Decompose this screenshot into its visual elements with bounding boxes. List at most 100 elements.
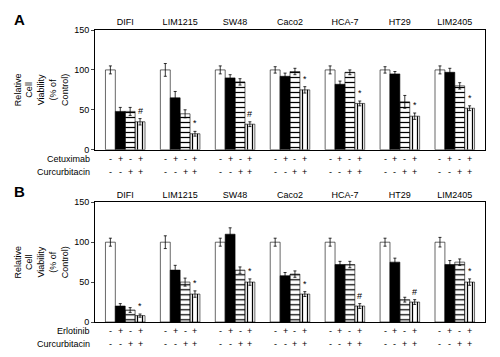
svg-text:50: 50 [79, 105, 89, 115]
svg-text:-: - [438, 326, 441, 336]
svg-text:+: + [337, 326, 342, 336]
svg-text:+: + [238, 167, 243, 177]
svg-text:-: - [239, 154, 242, 164]
svg-text:-: - [293, 154, 296, 164]
svg-text:-: - [458, 154, 461, 164]
svg-text:+: + [357, 339, 362, 349]
svg-text:*: * [138, 301, 142, 311]
svg-text:-: - [274, 339, 277, 349]
svg-text:+: + [247, 167, 252, 177]
svg-text:100: 100 [74, 65, 89, 75]
svg-text:-: - [448, 339, 451, 349]
svg-text:LIM1215: LIM1215 [163, 190, 198, 200]
svg-text:+: + [357, 326, 362, 336]
svg-text:-: - [219, 339, 222, 349]
svg-text:+: + [192, 326, 197, 336]
svg-text:-: - [284, 167, 287, 177]
svg-text:+: + [457, 167, 462, 177]
svg-text:*: * [413, 100, 417, 110]
svg-text:+: + [128, 167, 133, 177]
svg-text:*: * [248, 266, 252, 276]
svg-text:+: + [467, 339, 472, 349]
svg-text:-: - [164, 326, 167, 336]
svg-text:+: + [228, 154, 233, 164]
svg-text:-: - [119, 339, 122, 349]
svg-text:+: + [138, 326, 143, 336]
svg-text:-: - [348, 326, 351, 336]
svg-text:-: - [393, 339, 396, 349]
svg-text:LIM2405: LIM2405 [437, 190, 472, 200]
svg-text:-: - [219, 167, 222, 177]
svg-text:-: - [129, 326, 132, 336]
svg-text:Erlotinib: Erlotinib [57, 326, 90, 336]
svg-text:+: + [228, 326, 233, 336]
svg-text:Curcurbitacin: Curcurbitacin [37, 339, 90, 349]
svg-text:+: + [302, 154, 307, 164]
svg-text:+: + [447, 154, 452, 164]
svg-text:-: - [174, 167, 177, 177]
svg-text:+: + [183, 339, 188, 349]
svg-text:-: - [229, 167, 232, 177]
svg-text:+: + [173, 154, 178, 164]
svg-text:-: - [448, 167, 451, 177]
svg-text:-: - [329, 167, 332, 177]
svg-text:SW48: SW48 [223, 17, 248, 27]
svg-text:RelativeCellViability(% ofCont: RelativeCellViability(% ofControl) [13, 246, 70, 279]
svg-text:+: + [302, 339, 307, 349]
svg-text:-: - [438, 339, 441, 349]
svg-text:-: - [274, 167, 277, 177]
svg-text:+: + [412, 326, 417, 336]
svg-text:+: + [192, 167, 197, 177]
svg-text:-: - [239, 326, 242, 336]
svg-text:+: + [412, 339, 417, 349]
svg-text:+: + [173, 326, 178, 336]
svg-text:+: + [357, 167, 362, 177]
svg-text:-: - [393, 167, 396, 177]
svg-text:+: + [247, 154, 252, 164]
svg-text:HCA-7: HCA-7 [331, 190, 358, 200]
svg-text:+: + [392, 154, 397, 164]
svg-text:+: + [412, 167, 417, 177]
svg-text:-: - [438, 154, 441, 164]
svg-text:+: + [118, 326, 123, 336]
svg-text:-: - [274, 154, 277, 164]
svg-text:-: - [219, 154, 222, 164]
svg-text:+: + [337, 154, 342, 164]
svg-text:+: + [283, 154, 288, 164]
svg-text:-: - [384, 167, 387, 177]
svg-text:HT29: HT29 [389, 190, 411, 200]
svg-text:DIFI: DIFI [117, 190, 134, 200]
svg-text:*: * [193, 118, 197, 128]
svg-text:*: * [468, 266, 472, 276]
svg-text:LIM2405: LIM2405 [437, 17, 472, 27]
svg-text:-: - [219, 326, 222, 336]
svg-text:-: - [164, 154, 167, 164]
svg-text:-: - [164, 339, 167, 349]
svg-text:-: - [458, 326, 461, 336]
svg-text:Caco2: Caco2 [277, 190, 303, 200]
svg-text:+: + [118, 154, 123, 164]
svg-text:-: - [129, 154, 132, 164]
svg-text:Caco2: Caco2 [277, 17, 303, 27]
svg-text:SW48: SW48 [223, 190, 248, 200]
svg-text:DIFI: DIFI [117, 17, 134, 27]
svg-text:+: + [138, 167, 143, 177]
svg-text:-: - [184, 326, 187, 336]
svg-text:150: 150 [74, 25, 89, 35]
svg-text:-: - [174, 339, 177, 349]
svg-text:+: + [247, 339, 252, 349]
svg-text:#: # [247, 109, 252, 119]
svg-text:-: - [403, 326, 406, 336]
svg-text:+: + [347, 339, 352, 349]
svg-text:-: - [284, 339, 287, 349]
svg-text:-: - [109, 167, 112, 177]
svg-text:-: - [338, 167, 341, 177]
svg-text:+: + [128, 339, 133, 349]
svg-text:HT29: HT29 [389, 17, 411, 27]
svg-text:-: - [329, 326, 332, 336]
svg-text:*: * [468, 93, 472, 103]
svg-text:*: * [358, 88, 362, 98]
svg-text:+: + [402, 167, 407, 177]
svg-text:100: 100 [74, 237, 89, 247]
svg-text:0: 0 [84, 145, 89, 155]
